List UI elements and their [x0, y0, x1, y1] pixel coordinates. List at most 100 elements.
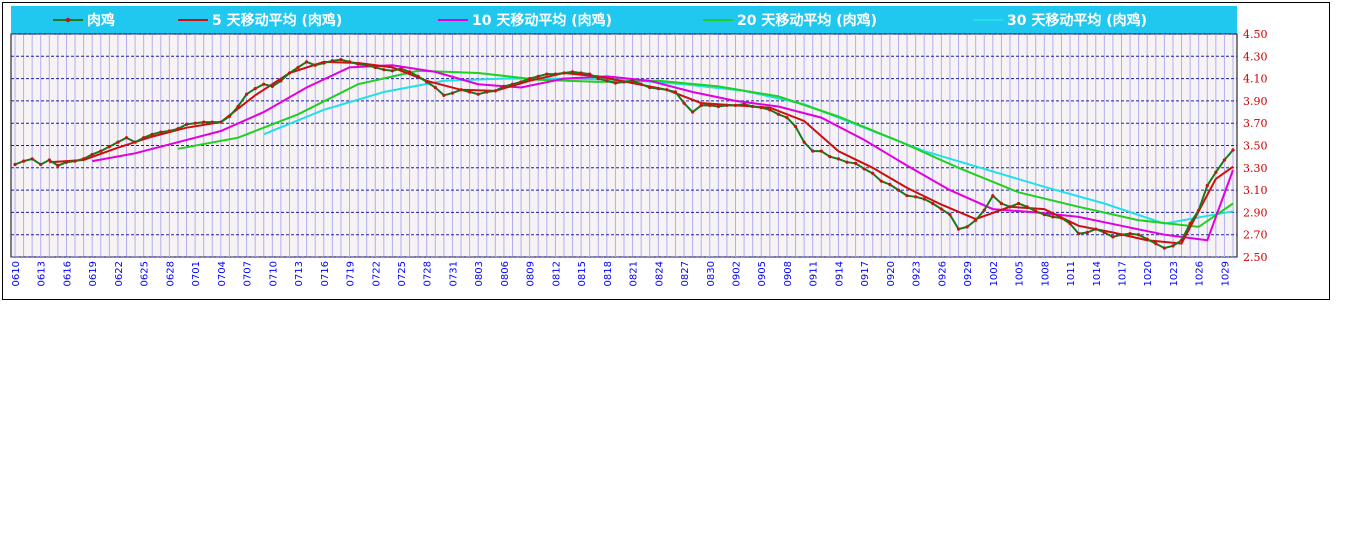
data-point	[888, 182, 892, 187]
data-point	[56, 163, 60, 168]
x-tick-label: 1017	[1117, 261, 1128, 286]
series-line	[177, 69, 1234, 228]
data-point	[416, 74, 420, 78]
x-tick-label: 0914	[834, 261, 845, 286]
data-point	[639, 82, 643, 86]
data-point	[253, 87, 257, 91]
data-point	[1205, 184, 1209, 188]
data-point	[184, 122, 189, 126]
data-point	[21, 159, 26, 163]
data-point	[699, 103, 703, 107]
data-point	[90, 152, 94, 157]
data-point	[570, 70, 575, 74]
data-point	[519, 80, 523, 84]
data-point	[1085, 230, 1089, 235]
data-point	[613, 81, 618, 85]
data-point	[1102, 230, 1106, 235]
data-point	[322, 61, 326, 65]
x-tick-label: 0707	[243, 261, 254, 286]
x-tick-label: 0616	[62, 261, 73, 286]
x-tick-label: 0610	[11, 261, 22, 286]
data-point	[1008, 205, 1012, 209]
x-tick-label: 0728	[423, 261, 434, 286]
data-point	[759, 105, 763, 110]
data-point	[1222, 158, 1227, 162]
data-point	[1016, 201, 1021, 206]
data-point	[896, 188, 901, 192]
data-point	[691, 110, 695, 114]
data-point	[545, 72, 549, 76]
data-point	[236, 104, 240, 109]
x-tick-label: 0719	[346, 261, 357, 286]
y-tick-label: 3.10	[1243, 184, 1268, 197]
data-point	[776, 112, 780, 116]
data-point	[433, 85, 437, 90]
y-tick-label: 4.50	[1243, 28, 1268, 41]
y-tick-label: 3.50	[1243, 140, 1268, 153]
data-point	[1059, 216, 1064, 220]
data-point	[648, 85, 652, 90]
data-point	[39, 162, 43, 167]
data-point	[330, 59, 334, 63]
data-point	[845, 160, 849, 164]
data-point	[1145, 237, 1149, 241]
x-tick-label: 0809	[526, 261, 537, 286]
data-point	[510, 82, 515, 86]
data-point	[159, 130, 163, 134]
data-point	[562, 71, 566, 75]
x-tick-label: 0905	[757, 261, 768, 286]
legend-label: 肉鸡	[87, 12, 115, 29]
data-point	[708, 103, 712, 107]
x-tick-label: 0926	[937, 261, 948, 286]
data-point	[365, 63, 369, 67]
y-tick-label: 3.70	[1243, 117, 1268, 130]
data-point	[73, 159, 77, 163]
data-point	[1188, 221, 1192, 226]
x-tick-label: 0812	[551, 261, 562, 286]
y-tick-label: 3.90	[1243, 95, 1268, 108]
data-point	[296, 65, 300, 70]
data-point	[210, 120, 214, 124]
x-tick-label: 0704	[217, 261, 228, 286]
data-point	[485, 90, 489, 94]
data-point	[622, 80, 626, 84]
x-tick-label: 0824	[654, 261, 665, 286]
y-tick-label: 4.10	[1243, 73, 1268, 86]
x-tick-label: 1002	[989, 261, 1000, 286]
x-tick-label: 0731	[448, 261, 459, 286]
data-point	[468, 90, 472, 94]
data-point	[716, 104, 720, 109]
x-tick-label: 0628	[165, 261, 176, 286]
data-point	[476, 92, 480, 96]
data-point	[862, 167, 866, 171]
data-point	[931, 201, 935, 206]
data-point	[630, 79, 635, 83]
x-tick-label: 1020	[1143, 261, 1154, 286]
data-point	[279, 79, 283, 83]
data-point	[1137, 233, 1141, 237]
data-point	[656, 87, 660, 91]
x-tick-label: 1026	[1195, 261, 1206, 286]
data-point	[270, 84, 274, 89]
x-tick-label: 0911	[809, 261, 820, 286]
data-point	[785, 116, 789, 120]
data-point	[347, 60, 352, 64]
data-point	[1128, 231, 1132, 236]
x-tick-label: 0625	[140, 261, 151, 286]
x-tick-label: 1008	[1040, 261, 1051, 286]
data-point	[1034, 209, 1038, 213]
data-point	[991, 194, 995, 198]
data-point	[948, 213, 952, 217]
data-point	[502, 84, 506, 89]
data-point	[605, 79, 609, 83]
x-tick-label: 1011	[1066, 261, 1077, 286]
data-point	[99, 149, 103, 153]
data-point	[313, 63, 317, 67]
data-point	[682, 101, 686, 105]
data-point	[922, 197, 926, 201]
x-tick-label: 0908	[783, 261, 794, 286]
data-point	[202, 120, 206, 124]
data-point	[1154, 242, 1158, 246]
data-point	[1025, 205, 1029, 209]
data-point	[1197, 208, 1201, 212]
